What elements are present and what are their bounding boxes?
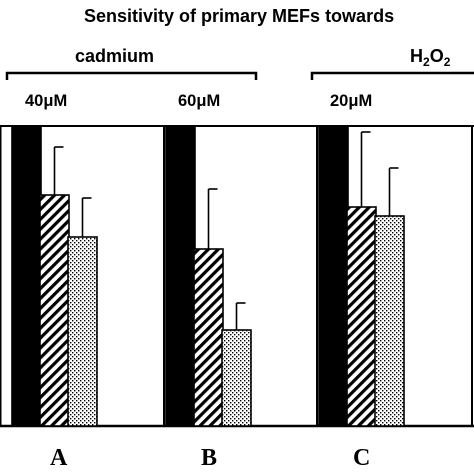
bar-solid-b [165,125,196,427]
chart-title: Sensitivity of primary MEFs towards [84,6,394,26]
category-label-c: C [353,445,370,471]
bar-hatched-a [39,194,70,427]
bars-layer [11,125,405,427]
concentration-label-a: 40μM [25,92,67,110]
bar-solid-c [318,125,349,427]
bar-hatched-b [193,248,224,427]
concentration-label-b: 60μM [178,92,220,110]
bar-dotted-c [374,215,405,427]
bar-solid-a [11,125,42,427]
category-label-b: B [201,445,217,471]
bar-hatched-c [346,206,377,427]
category-label-a: A [50,445,68,471]
bracket-cadmium [5,71,258,80]
bar-dotted-b [221,329,252,427]
bar-dotted-a [67,236,98,427]
group-label-cadmium: cadmium [75,46,154,66]
bracket-h2o2 [310,71,474,80]
concentration-label-c: 20μM [330,92,372,110]
group-label-h2o2: H2O2 [410,46,451,69]
